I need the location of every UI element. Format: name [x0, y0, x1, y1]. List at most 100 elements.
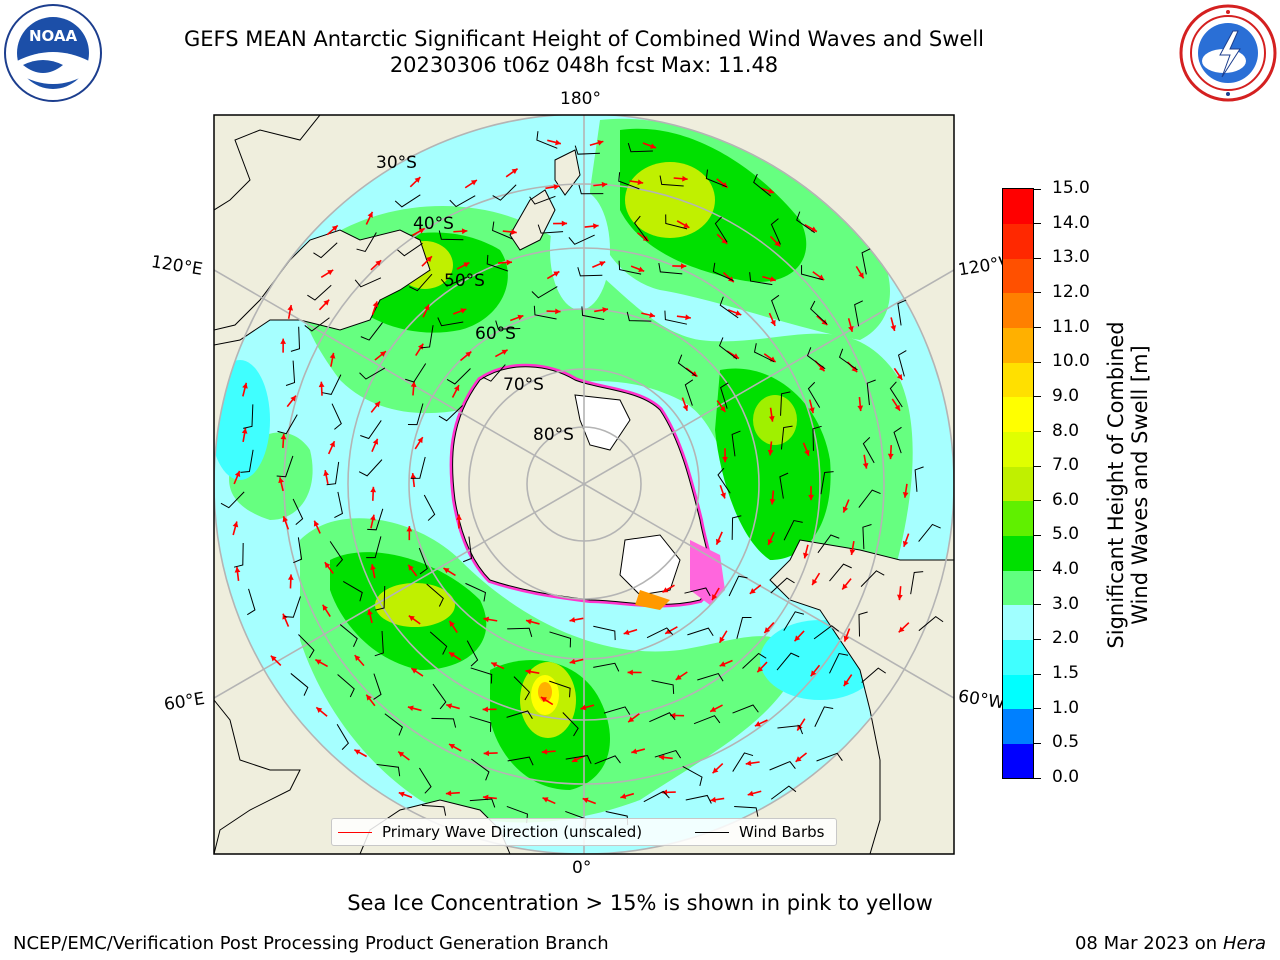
wave-arrow-head	[511, 168, 518, 175]
wave-arrow-head	[354, 749, 361, 755]
wave-arrow-head	[623, 629, 630, 635]
wind-barb	[817, 534, 840, 554]
wave-arrow-head	[331, 225, 338, 232]
wind-barb	[529, 195, 556, 205]
wind-barb	[736, 616, 752, 639]
colorbar	[1002, 188, 1034, 779]
wave-arrow-head	[897, 594, 903, 601]
wave-arrow-head	[367, 609, 373, 616]
wind-barb	[714, 216, 728, 243]
colorbar-tick-label: 5.0	[1052, 524, 1080, 545]
wind-barb	[220, 491, 245, 509]
wave-arrow-head	[448, 652, 455, 658]
wave-arrow-head	[461, 228, 468, 235]
wind-barb	[801, 265, 823, 281]
wind-barb	[731, 430, 741, 457]
legend-wave-direction-swatch	[338, 832, 372, 833]
wind-barb	[618, 260, 642, 275]
wave-arrow-head	[414, 177, 421, 183]
graticule	[214, 115, 954, 854]
colorbar-tick-mark	[1034, 465, 1041, 467]
wind-barb	[728, 575, 748, 597]
colorbar-segment	[1003, 223, 1033, 259]
wave-arrow-head	[749, 588, 756, 594]
wind-barb	[394, 194, 421, 208]
wind-barb	[438, 405, 463, 422]
wind-barb	[742, 652, 767, 669]
wind-barb	[233, 542, 244, 568]
wave-arrow-head	[329, 441, 335, 448]
wave-arrow-head	[315, 659, 322, 665]
wave-arrow-head	[417, 437, 423, 444]
wave-arrow-head	[313, 520, 320, 527]
wind-barb	[810, 300, 828, 325]
lat-label-50s: 50°S	[444, 271, 485, 291]
colorbar-segment	[1003, 604, 1033, 640]
wave-arrow-head	[719, 406, 726, 412]
wave-arrow-head	[398, 751, 405, 758]
noaa-logo-text: NOAA	[29, 27, 78, 45]
wind-barb	[366, 536, 382, 559]
wind-barb	[276, 455, 294, 478]
wind-barb	[334, 491, 343, 518]
wind-barb	[677, 354, 697, 377]
footer-date-text: 08 Mar 2023 on	[1074, 933, 1218, 954]
wind-barb	[298, 634, 315, 659]
colorbar-tick-mark	[1034, 188, 1041, 190]
wind-barb	[753, 173, 772, 197]
wave-arrow-head	[858, 272, 864, 279]
wind-barb	[418, 547, 428, 575]
wave-arrow-head	[375, 260, 382, 266]
wave-arrow-head	[735, 310, 742, 316]
wave-arrow-head	[898, 626, 905, 633]
wind-barb	[537, 224, 564, 234]
wind-barb	[410, 456, 426, 479]
wind-barb	[304, 317, 330, 332]
wind-barb	[682, 766, 703, 786]
wind-barb	[866, 379, 876, 406]
wave-arrow-head	[569, 658, 576, 665]
wave-arrow-head	[683, 222, 690, 228]
wave-arrow-head	[443, 568, 450, 574]
wave-arrow-head	[370, 486, 377, 493]
wave-arrow-head	[449, 744, 456, 750]
wind-barb	[718, 337, 738, 360]
colorbar-tick-label: 3.0	[1052, 593, 1080, 614]
wind-barb	[492, 221, 513, 240]
wave-arrow-head	[894, 404, 900, 411]
wind-barb	[731, 515, 742, 540]
wind-barb	[342, 581, 363, 602]
wind-barb	[626, 311, 652, 322]
wind-barb	[277, 414, 298, 435]
wind-barb	[418, 767, 432, 794]
wave-arrow-head	[670, 712, 676, 719]
wind-barb	[354, 277, 382, 288]
wind-barb	[513, 676, 531, 701]
wave-arrow-head	[555, 139, 561, 146]
wave-arrow-head	[675, 674, 682, 680]
wave-arrow-head	[323, 299, 330, 306]
wave-arrow-head	[282, 516, 288, 523]
colorbar-tick-mark	[1034, 569, 1041, 571]
wind-barb	[549, 631, 572, 648]
wind-barb	[889, 381, 903, 408]
colorbar-segment	[1003, 189, 1033, 225]
wave-arrow-head	[525, 618, 532, 625]
colorbar-tick-label: 0.0	[1052, 767, 1080, 787]
wave-arrow-head	[902, 492, 909, 498]
wave-arrow-head	[843, 680, 850, 687]
wind-barb	[771, 294, 780, 322]
map-frame	[213, 114, 955, 855]
wind-barb	[358, 459, 383, 477]
land-south-america	[769, 539, 954, 854]
wave-arrow-head	[809, 407, 815, 414]
wind-barb	[462, 536, 473, 563]
wind-barb	[646, 627, 674, 639]
wind-barb	[651, 680, 675, 694]
colorbar-tick-label: 11.0	[1052, 316, 1090, 337]
wind-barb	[858, 611, 868, 637]
wave-arrow-head	[682, 175, 688, 182]
wave-arrow-head	[424, 304, 430, 311]
colorbar-title: Significant Height of Combined Wind Wave…	[1104, 321, 1152, 648]
